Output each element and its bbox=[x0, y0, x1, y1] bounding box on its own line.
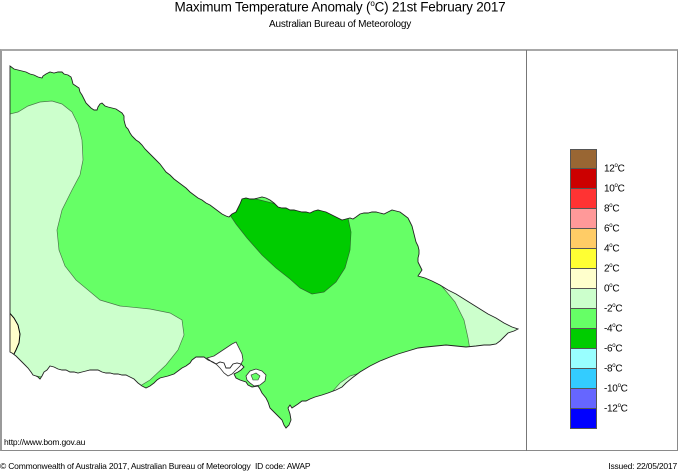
legend-swatch-10-12 bbox=[570, 169, 597, 189]
legend-swatch-minus10-minus8 bbox=[570, 369, 597, 389]
legend-swatch-4-6 bbox=[570, 229, 597, 249]
legend-swatch-8-10 bbox=[570, 189, 597, 209]
copyright-notice: © Commonwealth of Australia 2017, Austra… bbox=[0, 461, 251, 471]
legend-label-minus2: -2oC bbox=[604, 303, 623, 315]
legend-swatch-minus12-minus10 bbox=[570, 389, 597, 409]
legend-label-minus10: -10oC bbox=[604, 383, 628, 395]
legend-swatch-6-8 bbox=[570, 209, 597, 229]
issued-date: Issued: 22/05/2017 bbox=[608, 461, 677, 471]
port-phillip-bay bbox=[206, 341, 244, 377]
zone-0-to-2 bbox=[10, 307, 21, 357]
legend-divider bbox=[526, 50, 527, 451]
legend-label-10: 10oC bbox=[604, 183, 625, 195]
french-island bbox=[250, 372, 261, 381]
legend-swatch-0-2 bbox=[570, 269, 597, 289]
map-subtitle: Australian Bureau of Meteorology bbox=[268, 19, 412, 30]
bom-url-link[interactable]: http://www.bom.gov.au bbox=[4, 437, 86, 447]
legend-swatch-above-12 bbox=[570, 149, 597, 169]
legend-label-8: 8oC bbox=[604, 203, 620, 215]
legend-label-6: 6oC bbox=[604, 223, 620, 235]
legend-label-4: 4oC bbox=[604, 243, 620, 255]
title-suffix: C) 21st February 2017 bbox=[374, 0, 506, 15]
title-prefix: Maximum Temperature Anomaly ( bbox=[174, 0, 371, 15]
anomaly-fills bbox=[10, 66, 518, 428]
legend-label-0: 0oC bbox=[604, 283, 620, 295]
degree-symbol: o bbox=[370, 0, 375, 8]
color-legend bbox=[570, 149, 597, 429]
legend-label-2: 2oC bbox=[604, 263, 620, 275]
legend-label-minus6: -6oC bbox=[604, 343, 623, 355]
legend-label-minus4: -4oC bbox=[604, 323, 623, 335]
legend-swatch-minus6-minus4 bbox=[570, 329, 597, 349]
legend-swatch-2-4 bbox=[570, 249, 597, 269]
legend-swatch-below-minus12 bbox=[570, 409, 597, 429]
legend-swatch-minus2-0 bbox=[570, 289, 597, 309]
legend-label-minus12: -12oC bbox=[604, 403, 628, 415]
legend-label-12: 12oC bbox=[604, 163, 625, 175]
map-title: Maximum Temperature Anomaly (oC) 21st Fe… bbox=[0, 0, 680, 15]
map-frame bbox=[0, 49, 678, 451]
legend-swatch-minus8-minus6 bbox=[570, 349, 597, 369]
legend-label-minus8: -8oC bbox=[604, 363, 623, 375]
zone-minus2-to-0-west bbox=[10, 100, 185, 387]
legend-swatch-minus4-minus2 bbox=[570, 309, 597, 329]
id-code: ID code: AWAP bbox=[255, 461, 311, 471]
